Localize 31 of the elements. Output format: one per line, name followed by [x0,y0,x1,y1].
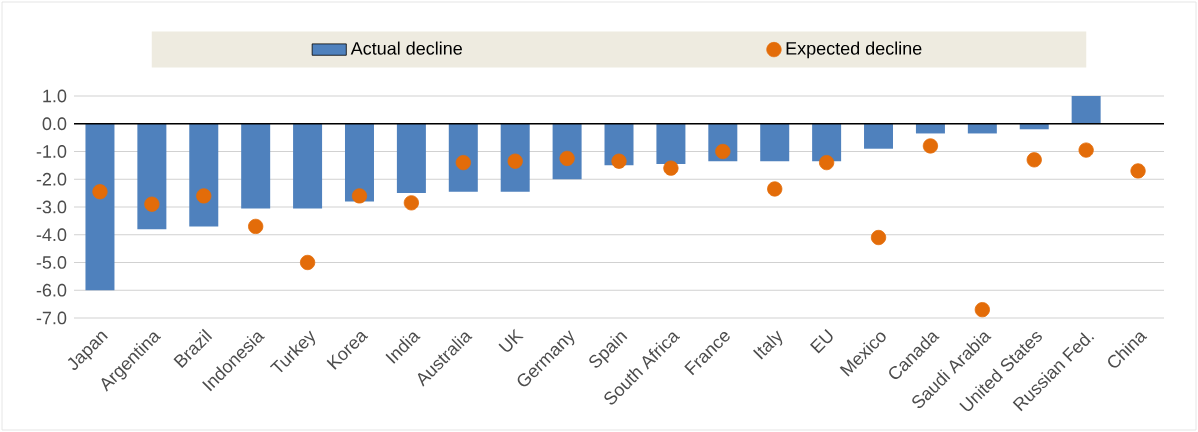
y-tick-label: -2.0 [36,172,67,186]
y-tick-label: -1.0 [36,145,67,158]
y-tick-label: -6.0 [36,283,67,297]
point [351,188,368,204]
legend-label: Expected decline [786,41,922,59]
y-tick-label: -4.0 [36,228,67,242]
point [611,153,627,169]
point [196,188,212,204]
point [1130,163,1146,179]
point [922,138,939,154]
point [819,154,835,171]
point [974,302,990,318]
point [663,160,679,176]
point [1026,152,1042,168]
point [767,181,783,197]
x-tick-label: EU [809,328,833,354]
y-tick-label: 1.0 [43,89,67,103]
y-tick-label: -3.0 [36,200,67,214]
point [1078,142,1094,158]
point [870,229,887,246]
point [92,184,108,200]
point [507,153,523,169]
y-tick-label: -5.0 [36,256,67,269]
y-tick-label: -7.0 [36,311,67,325]
point [299,254,316,271]
x-tick-label: Italy [753,330,783,360]
point [403,195,419,211]
point [144,196,160,212]
y-tick-label: 0.0 [42,117,67,131]
point [248,218,264,235]
legend-label: Actual decline [350,41,462,55]
